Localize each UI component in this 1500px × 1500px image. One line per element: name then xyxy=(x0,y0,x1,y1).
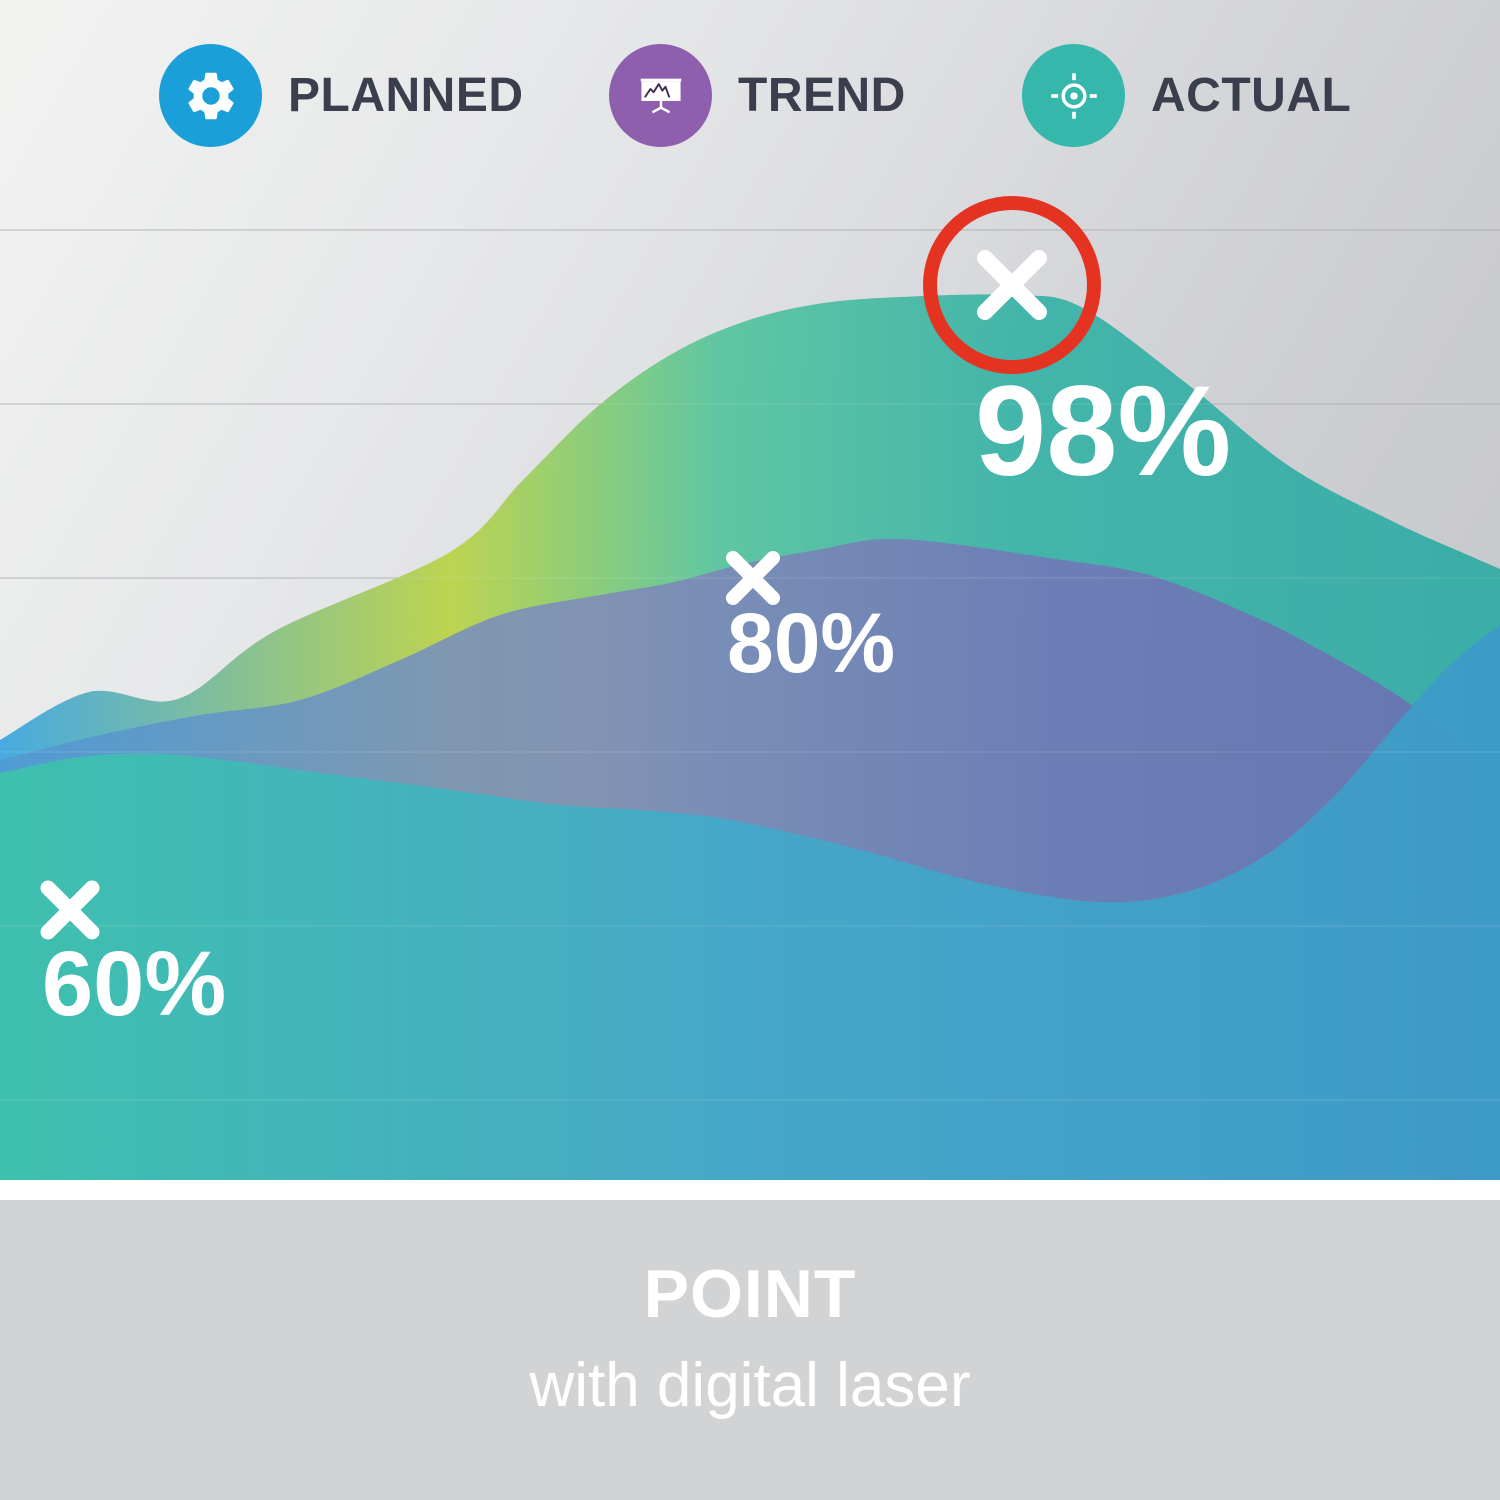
svg-text:60%: 60% xyxy=(42,933,226,1035)
svg-text:98%: 98% xyxy=(975,360,1231,503)
svg-text:80%: 80% xyxy=(727,596,895,690)
